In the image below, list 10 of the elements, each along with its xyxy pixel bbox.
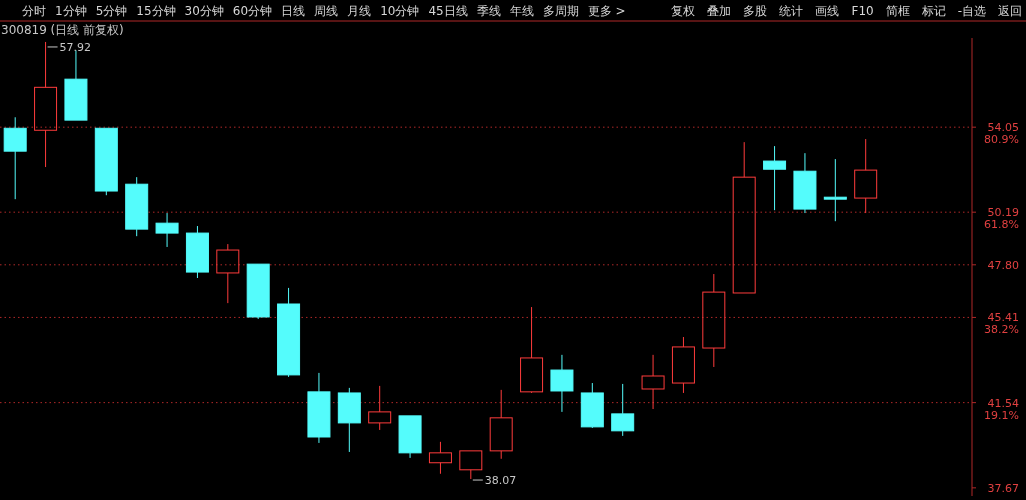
y-tick-label: 50.19 61.8%: [984, 206, 1019, 232]
y-tick-label: 45.41 38.2%: [984, 311, 1019, 337]
annotation: 57.92: [59, 40, 92, 54]
y-tick-label: 37.67: [987, 481, 1019, 495]
chart-title: 300819 (日线 前复权): [1, 23, 124, 37]
toolbar: 分时 1分钟 5分钟 15分钟 30分钟 60分钟 日线 周线 月线 10分钟 45日线 季线 年线 多周期 更多 > 复权 叠加 多股 统计 画线 F10 简框 标记 -自选 返回: [22, 4, 1022, 18]
y-tick-label: 47.80: [987, 258, 1019, 272]
y-tick-label: 54.05 80.9%: [984, 121, 1019, 147]
annotation: 38.07: [484, 474, 517, 488]
y-tick-label: 41.54 19.1%: [984, 396, 1019, 422]
